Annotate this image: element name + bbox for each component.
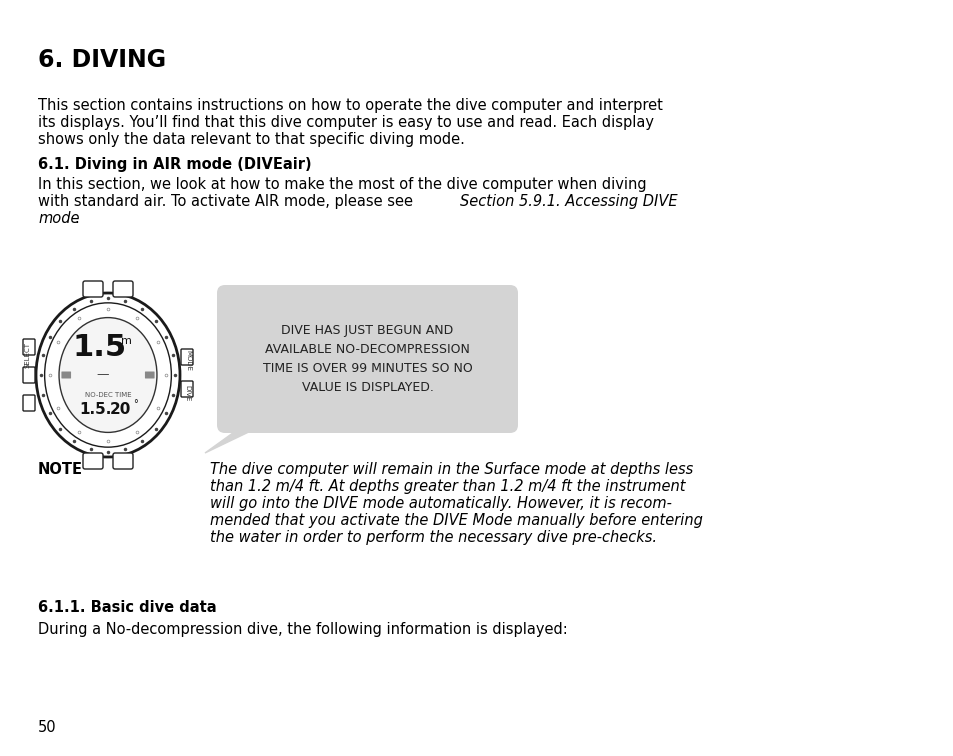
FancyBboxPatch shape <box>145 371 154 379</box>
Text: mode: mode <box>38 211 79 226</box>
Text: °: ° <box>133 399 138 409</box>
Text: The dive computer will remain in the Surface mode at depths less: The dive computer will remain in the Sur… <box>210 462 693 477</box>
Text: SELECT: SELECT <box>25 342 30 368</box>
Text: NO-DEC TIME: NO-DEC TIME <box>85 392 132 398</box>
FancyBboxPatch shape <box>23 367 35 383</box>
Text: with standard air. To activate AIR mode, please see: with standard air. To activate AIR mode,… <box>38 194 417 209</box>
Text: than 1.2 m/4 ft. At depths greater than 1.2 m/4 ft the instrument: than 1.2 m/4 ft. At depths greater than … <box>210 479 685 494</box>
Text: NOTE: NOTE <box>38 462 83 477</box>
Text: shows only the data relevant to that specific diving mode.: shows only the data relevant to that spe… <box>38 132 464 147</box>
Text: 6. DIVING: 6. DIVING <box>38 48 166 72</box>
Text: Section 5.9.1. Accessing DIVE: Section 5.9.1. Accessing DIVE <box>459 194 677 209</box>
Text: its displays. You’ll find that this dive computer is easy to use and read. Each : its displays. You’ll find that this dive… <box>38 115 654 130</box>
Text: mended that you activate the DIVE Mode manually before entering: mended that you activate the DIVE Mode m… <box>210 513 702 528</box>
Text: This section contains instructions on how to operate the dive computer and inter: This section contains instructions on ho… <box>38 98 662 113</box>
FancyBboxPatch shape <box>181 381 193 397</box>
FancyBboxPatch shape <box>112 281 132 297</box>
FancyBboxPatch shape <box>181 349 193 365</box>
Text: DIVE: DIVE <box>184 385 190 401</box>
FancyBboxPatch shape <box>23 395 35 411</box>
FancyBboxPatch shape <box>61 371 71 379</box>
Text: During a No-decompression dive, the following information is displayed:: During a No-decompression dive, the foll… <box>38 622 567 637</box>
Text: 6.1. Diving in AIR mode (DIVEair): 6.1. Diving in AIR mode (DIVEair) <box>38 157 312 172</box>
Text: DIVE HAS JUST BEGUN AND
AVAILABLE NO-DECOMPRESSION
TIME IS OVER 99 MINUTES SO NO: DIVE HAS JUST BEGUN AND AVAILABLE NO-DEC… <box>262 324 472 394</box>
Text: —: — <box>96 368 110 382</box>
Polygon shape <box>205 417 280 453</box>
Text: 1.5.: 1.5. <box>80 402 112 417</box>
FancyBboxPatch shape <box>83 281 103 297</box>
Text: the water in order to perform the necessary dive pre-checks.: the water in order to perform the necess… <box>210 530 657 545</box>
Text: MODE: MODE <box>186 349 192 370</box>
Text: In this section, we look at how to make the most of the dive computer when divin: In this section, we look at how to make … <box>38 177 646 192</box>
FancyBboxPatch shape <box>23 339 35 355</box>
Text: m: m <box>120 336 132 346</box>
FancyBboxPatch shape <box>112 453 132 469</box>
Text: 20: 20 <box>110 402 131 417</box>
Text: 1.5: 1.5 <box>72 333 127 361</box>
Ellipse shape <box>59 318 157 432</box>
Text: will go into the DIVE mode automatically. However, it is recom-: will go into the DIVE mode automatically… <box>210 496 671 511</box>
Text: 6.1.1. Basic dive data: 6.1.1. Basic dive data <box>38 600 216 615</box>
FancyBboxPatch shape <box>83 453 103 469</box>
Text: 50: 50 <box>38 720 56 735</box>
Text: .: . <box>74 211 79 226</box>
FancyBboxPatch shape <box>216 285 517 433</box>
